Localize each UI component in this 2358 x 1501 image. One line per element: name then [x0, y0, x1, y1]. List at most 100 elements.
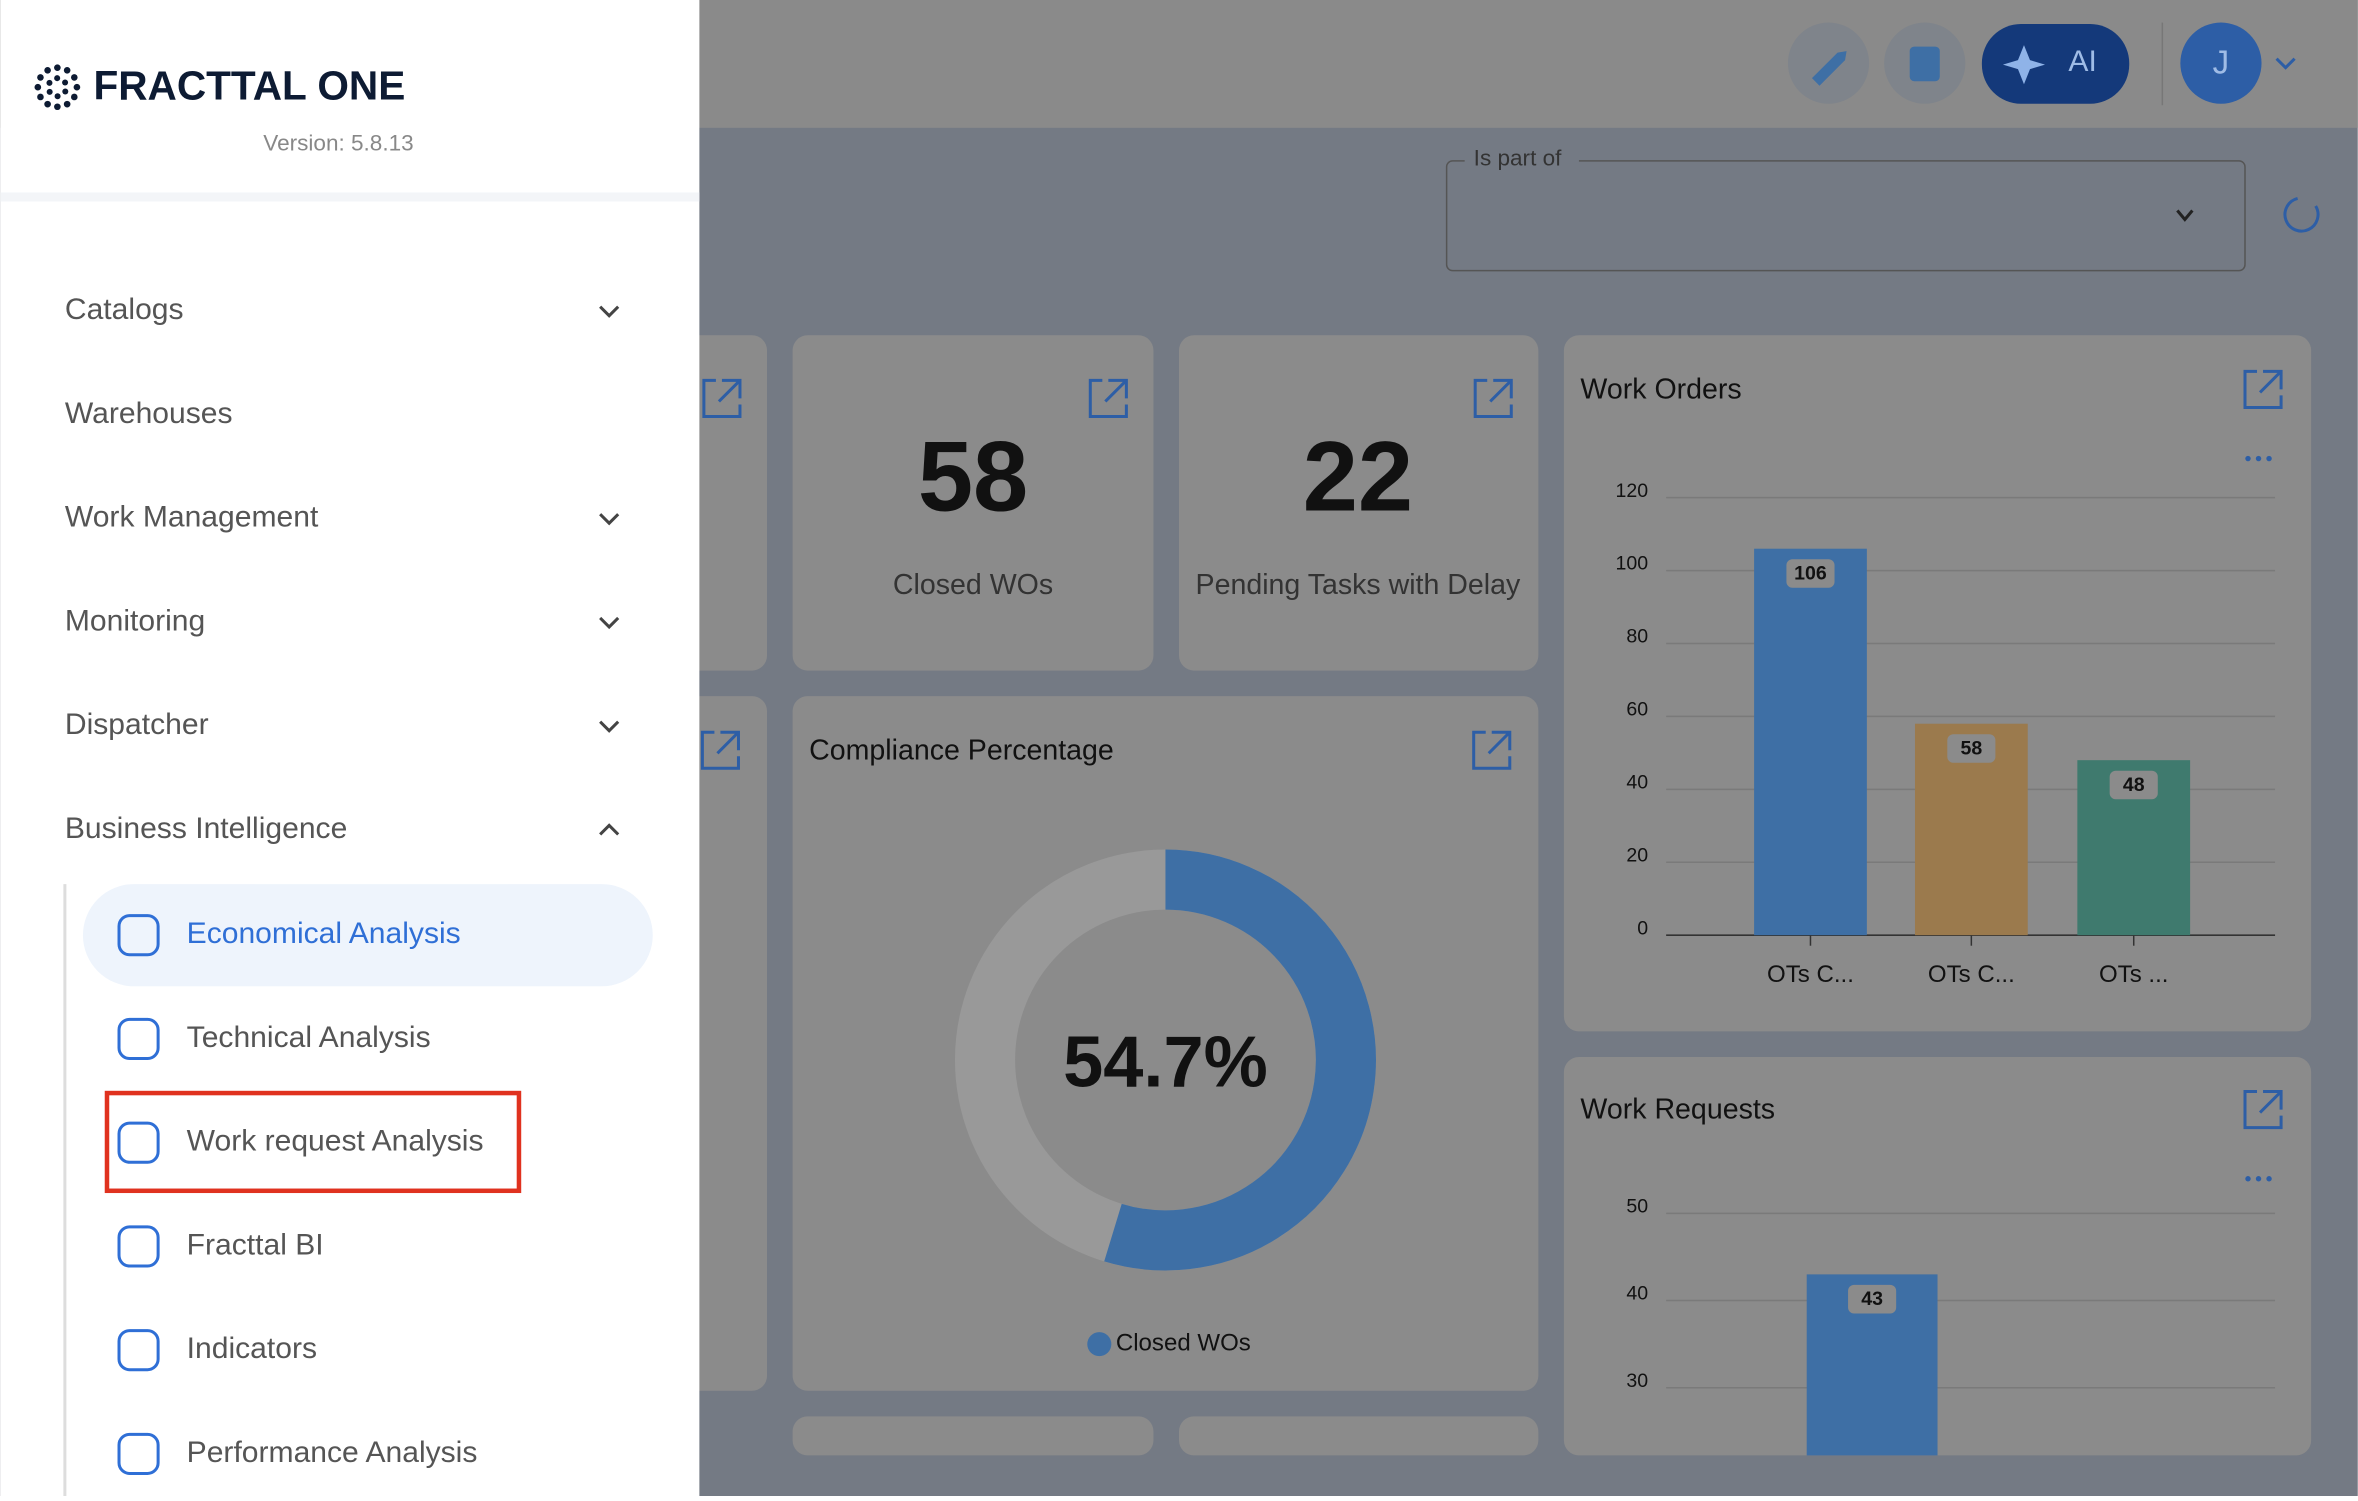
logo-dot — [63, 66, 71, 74]
open-icon[interactable] — [700, 730, 740, 770]
menu-chevron[interactable] — [599, 513, 620, 526]
open-icon[interactable] — [2243, 369, 2283, 409]
menu-chevron[interactable] — [599, 305, 620, 318]
logo-dot — [54, 103, 61, 111]
submenu-icon — [117, 1225, 160, 1268]
value-label: 43 — [1861, 1288, 1883, 1310]
menu-item[interactable]: Dispatcher — [65, 708, 209, 741]
logo-dot — [44, 66, 51, 74]
logo-dot — [54, 75, 61, 82]
ai-button[interactable] — [1981, 24, 2130, 104]
menu-dot[interactable] — [2255, 1176, 2262, 1182]
filter-label: Is part of — [1474, 145, 1562, 170]
open-icon[interactable] — [1472, 730, 1512, 770]
card — [1179, 335, 1539, 671]
menu-chevron[interactable] — [599, 823, 620, 836]
open-icon[interactable] — [702, 378, 742, 418]
logo-dot — [63, 100, 71, 108]
card — [792, 696, 1539, 1391]
ai-label: AI — [2068, 45, 2096, 78]
chart-title: Compliance Percentage — [809, 734, 1114, 766]
highlight-box — [104, 1090, 522, 1194]
submenu-item[interactable]: Indicators — [187, 1332, 317, 1365]
avatar[interactable] — [2180, 22, 2262, 104]
open-icon[interactable] — [1473, 378, 1513, 418]
filter-label-bg — [1464, 147, 1579, 172]
card — [792, 1416, 1154, 1456]
refresh-icon[interactable] — [2283, 197, 2320, 233]
menu-chevron[interactable] — [599, 616, 620, 630]
value-label-bg — [1786, 559, 1835, 588]
menu-item[interactable]: Warehouses — [65, 397, 233, 430]
logo-dot — [70, 93, 78, 101]
logo-dot — [70, 74, 78, 81]
logo-dot — [46, 79, 53, 86]
submenu-item[interactable]: Fracttal BI — [187, 1228, 324, 1261]
avatar-letter: J — [2213, 44, 2230, 81]
version: Version: 5.8.13 — [263, 130, 413, 155]
value-label: 58 — [1960, 737, 1982, 759]
donut-label: 54.7% — [1063, 1023, 1268, 1103]
docs-icon — [1909, 46, 1940, 82]
submenu-icon — [117, 914, 160, 957]
kpi-label: Closed WOs — [893, 569, 1053, 601]
y-tick-label: 100 — [1616, 553, 1649, 575]
logo-dot — [34, 83, 42, 91]
value-label: 48 — [2123, 774, 2145, 796]
filter-chevron[interactable] — [2176, 209, 2194, 222]
filter-box[interactable] — [1445, 160, 2246, 272]
submenu-icon — [117, 1432, 160, 1475]
x-tick-label: OTs C... — [1767, 961, 1854, 988]
kpi-value: 22 — [1303, 421, 1413, 532]
sidebar — [0, 0, 700, 1496]
logo-dot — [73, 83, 81, 91]
submenu-item[interactable]: Performance Analysis — [187, 1436, 478, 1469]
submenu-item[interactable]: Technical Analysis — [187, 1021, 431, 1054]
x-tick-label: OTs C... — [1928, 961, 2015, 988]
menu-dot[interactable] — [2245, 455, 2251, 462]
card — [1179, 1416, 1539, 1456]
brand: FRACTTAL ONE — [93, 62, 405, 108]
submenu-icon — [117, 1017, 160, 1060]
menu-chevron[interactable] — [599, 720, 620, 733]
submenu-item[interactable]: Economical Analysis — [187, 917, 461, 950]
y-tick-label: 80 — [1626, 626, 1648, 648]
submenu-icon — [117, 1329, 160, 1372]
menu-item[interactable]: Business Intelligence — [65, 812, 347, 845]
chart-title: Work Requests — [1580, 1094, 1775, 1126]
rocket-icon — [1811, 51, 1847, 86]
y-tick-label: 120 — [1616, 480, 1649, 502]
y-tick-label: 20 — [1626, 844, 1648, 866]
menu-dot[interactable] — [2255, 455, 2262, 462]
menu-item[interactable]: Catalogs — [65, 293, 184, 326]
logo-dot — [54, 64, 61, 71]
value-label-bg — [1848, 1284, 1897, 1314]
submenu-item[interactable]: Work request Analysis — [187, 1125, 484, 1158]
bar — [1754, 548, 1867, 936]
y-tick-label: 30 — [1626, 1370, 1648, 1392]
menu-dot[interactable] — [2266, 1176, 2272, 1182]
menu-dot[interactable] — [2245, 1176, 2251, 1182]
card — [792, 335, 1154, 671]
card — [1563, 1056, 2312, 1456]
logo-dot — [37, 74, 44, 81]
avatar-chevron[interactable] — [2275, 57, 2296, 70]
kpi-value: 58 — [918, 421, 1028, 532]
menu-item[interactable]: Monitoring — [65, 604, 205, 637]
menu-item[interactable]: Work Management — [65, 501, 319, 534]
cards — [631, 335, 2312, 1456]
logo-dot — [37, 93, 44, 101]
y-tick-label: 50 — [1626, 1195, 1648, 1217]
legend-swatch — [1087, 1332, 1112, 1357]
y-tick-label: 40 — [1626, 771, 1648, 793]
menu-dot[interactable] — [2266, 455, 2272, 462]
y-tick-label: 0 — [1637, 917, 1648, 939]
donut-arc — [1104, 849, 1376, 1271]
chart-title: Work Orders — [1580, 373, 1741, 405]
open-icon[interactable] — [2243, 1090, 2283, 1130]
logo-dot — [54, 93, 61, 100]
y-tick-label: 60 — [1626, 699, 1648, 721]
sidebar-shadow — [0, 192, 700, 202]
open-icon[interactable] — [1088, 378, 1128, 418]
